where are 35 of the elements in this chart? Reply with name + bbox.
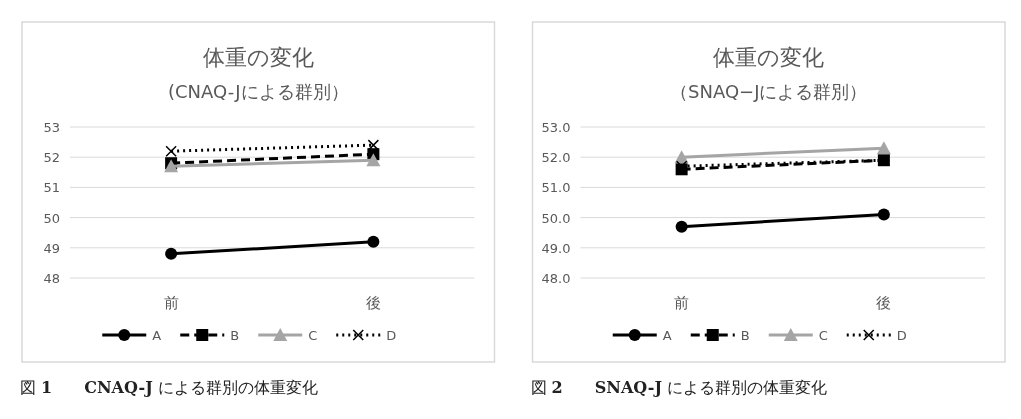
y-tick-label: 49.0 [541, 240, 571, 256]
legend-label: A [152, 328, 162, 343]
legend-label: D [386, 328, 397, 343]
chart-subtitle: (CNAQ-Jによる群別） [167, 81, 349, 102]
legend-label: C [818, 328, 828, 343]
x-tick-label: 後 [876, 294, 892, 312]
x-tick-label: 前 [163, 294, 179, 312]
x-tick-label: 前 [674, 294, 690, 312]
chart-title: 体重の変化 [202, 45, 314, 70]
legend-label: B [740, 328, 750, 343]
y-tick-label: 52.0 [541, 150, 571, 166]
point [165, 247, 178, 260]
y-tick-label: 52 [43, 150, 60, 166]
y-tick-label: 49 [43, 240, 60, 256]
point [675, 220, 688, 233]
point [877, 208, 890, 221]
y-tick-label: 48 [43, 271, 60, 286]
x-tick-label: 後 [365, 294, 381, 312]
y-tick-label: 51.0 [541, 180, 571, 196]
y-tick-label: 51 [43, 180, 60, 196]
text: 図 1 CNAQ-J による群別の体重変化 [20, 378, 318, 397]
y-tick-label: 50 [43, 210, 60, 226]
legend-label: C [308, 328, 318, 343]
chart-subtitle: （SNAQ−Jによる群別） [670, 81, 868, 102]
point [367, 235, 380, 248]
legend-label: D [896, 328, 907, 343]
legend-label: B [230, 328, 240, 343]
y-tick-label: 53.0 [541, 120, 571, 135]
y-tick-label: 50.0 [541, 210, 571, 226]
chart-title: 体重の変化 [713, 45, 825, 70]
point [165, 145, 177, 157]
text: 図 2 SNAQ-J による群別の体重変化 [530, 378, 828, 397]
y-tick-label: 53 [43, 120, 60, 135]
y-tick-label: 48.0 [541, 271, 571, 286]
legend-label: A [662, 328, 672, 343]
